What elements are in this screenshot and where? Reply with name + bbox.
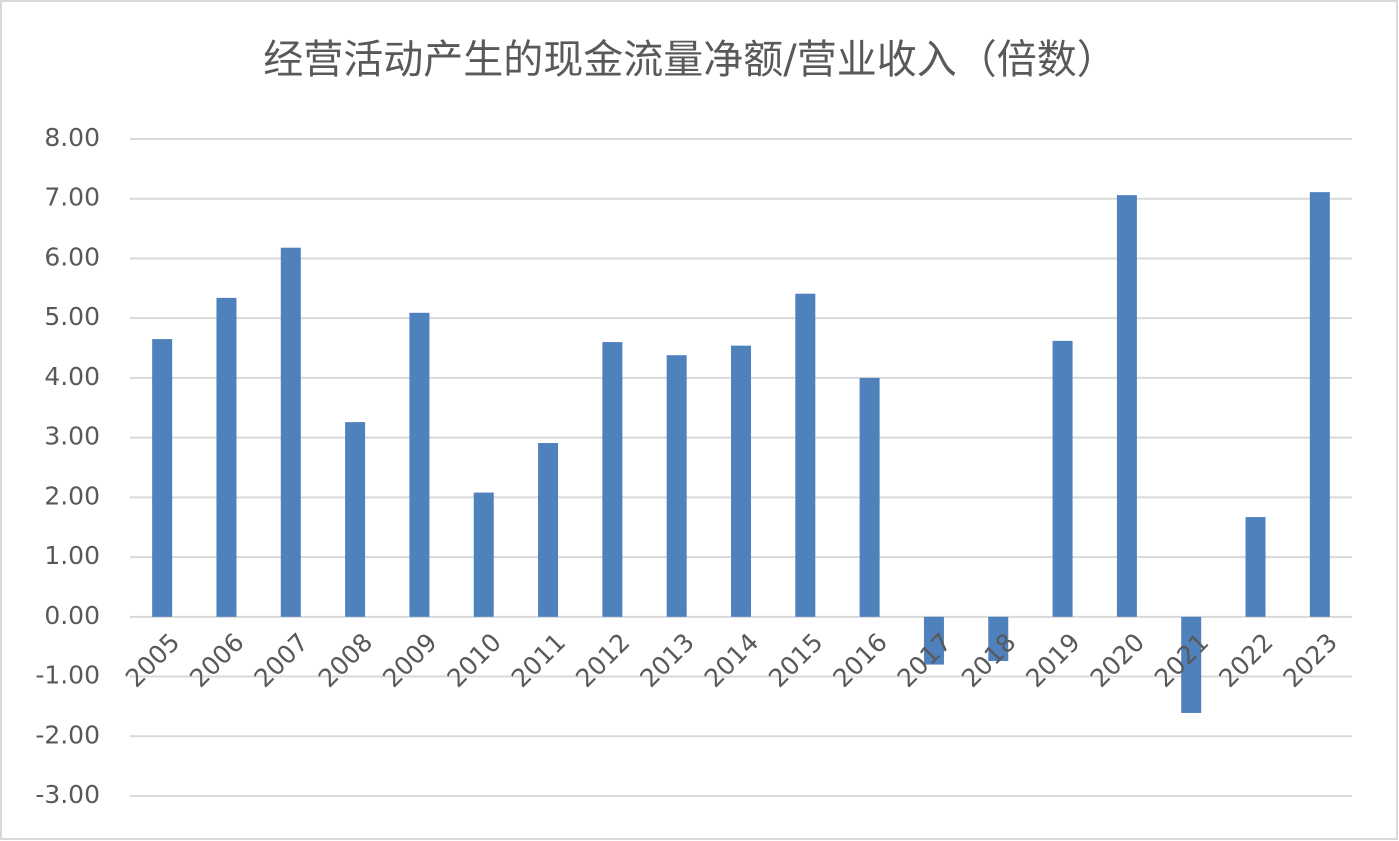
y-tick-label: 7.00 <box>44 183 100 212</box>
y-tick-label: -1.00 <box>35 661 100 690</box>
y-tick-label: 6.00 <box>44 242 100 271</box>
bar <box>538 443 559 617</box>
bar <box>152 339 173 617</box>
bar <box>602 342 623 617</box>
y-tick-label: 1.00 <box>44 541 100 570</box>
y-tick-label: 5.00 <box>44 302 100 331</box>
bar <box>859 377 880 617</box>
y-tick-label: 4.00 <box>44 362 100 391</box>
y-tick-label: 2.00 <box>44 481 100 510</box>
bar <box>988 616 1009 662</box>
bar <box>1052 340 1073 617</box>
bar <box>216 297 237 617</box>
bar <box>795 293 816 617</box>
y-tick-label: -2.00 <box>35 720 100 749</box>
bar <box>1181 616 1202 713</box>
bar <box>923 616 944 665</box>
bar <box>345 422 366 617</box>
y-tick-label: 0.00 <box>44 601 100 630</box>
chart-title: 经营活动产生的现金流量净额/营业收入（倍数） <box>263 37 1116 83</box>
bar <box>1245 517 1266 617</box>
y-tick-label: 8.00 <box>44 123 100 152</box>
bar <box>666 355 687 617</box>
y-tick-label: -3.00 <box>35 780 100 809</box>
bar <box>409 312 430 617</box>
bar <box>473 492 494 617</box>
bar <box>1309 192 1330 617</box>
y-tick-label: 3.00 <box>44 422 100 451</box>
bar <box>731 345 751 617</box>
bar <box>1116 195 1137 617</box>
bar <box>280 247 301 617</box>
